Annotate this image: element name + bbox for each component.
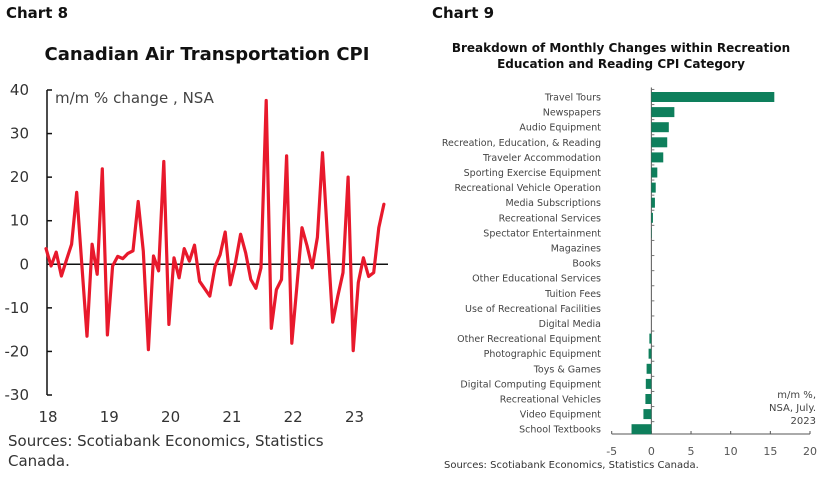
y-tick-label: 40 — [10, 81, 29, 99]
category-label: Newspapers — [543, 108, 601, 119]
y-tick-label: -30 — [5, 386, 30, 404]
bar — [651, 152, 664, 163]
chart8-label: Chart 8 — [6, 4, 69, 22]
bar — [645, 378, 652, 389]
category-label: Recreation, Education, & Reading — [442, 138, 601, 149]
y-tick-label: 0 — [19, 255, 29, 273]
bar — [643, 409, 652, 420]
bar — [648, 348, 652, 359]
y-tick-label: -10 — [5, 299, 30, 317]
y-tick-label: -20 — [5, 342, 30, 360]
category-label: Use of Recreational Facilities — [465, 304, 601, 315]
category-label: Recreational Vehicle Operation — [454, 183, 601, 194]
category-label: Digital Media — [539, 319, 601, 330]
y-tick-label: 20 — [10, 168, 29, 186]
series-line — [44, 98, 386, 353]
category-label: Spectator Entertainment — [483, 228, 601, 239]
category-label: Other Educational Services — [472, 274, 601, 285]
bar — [651, 182, 656, 193]
x-tick-label: 20 — [803, 445, 817, 458]
chart9-source: Sources: Scotiabank Economics, Statistic… — [444, 460, 699, 471]
annotation-line: m/m %, — [777, 390, 816, 401]
category-label: Tuition Fees — [544, 289, 601, 300]
bar — [651, 137, 668, 148]
chart9-label: Chart 9 — [432, 4, 495, 22]
bar — [631, 424, 652, 435]
x-tick-label: 22 — [284, 408, 303, 426]
bar — [649, 333, 652, 344]
category-label: Video Equipment — [520, 410, 601, 421]
x-tick-label: 18 — [38, 408, 57, 426]
category-label: Recreational Services — [499, 213, 601, 224]
category-label: Travel Tours — [544, 93, 601, 104]
category-label: Traveler Accommodation — [482, 153, 601, 164]
category-label: Audio Equipment — [519, 123, 601, 134]
category-label: Books — [572, 259, 601, 270]
x-tick-label: 5 — [688, 445, 695, 458]
bar — [645, 394, 652, 404]
chart8-ylabel: m/m % change , NSA — [55, 89, 214, 107]
annotation-line: 2023 — [790, 416, 816, 427]
chart9-annotation: m/m %, NSA, July. 2023 — [736, 389, 816, 428]
category-label: Media Subscriptions — [505, 198, 601, 209]
bar — [651, 167, 658, 178]
bar — [651, 107, 675, 118]
x-tick-label: 20 — [161, 408, 180, 426]
y-tick-label: 30 — [10, 125, 29, 143]
category-label: Other Recreational Equipment — [457, 334, 601, 345]
chart9-title-line2: Education and Reading CPI Category — [497, 57, 745, 71]
category-label: Recreational Vehicles — [500, 395, 601, 406]
bar — [646, 363, 652, 374]
bar — [651, 197, 655, 208]
category-label: Sporting Exercise Equipment — [464, 168, 602, 179]
x-tick-label: 23 — [345, 408, 364, 426]
bar — [651, 92, 775, 102]
chart8-plot: 40 30 20 10 0 -10 -20 -30 18 19 20 21 22 23 — [5, 81, 388, 426]
chart8-title: Canadian Air Transportation CPI — [44, 44, 370, 65]
category-label: Magazines — [551, 244, 601, 255]
bar — [651, 122, 669, 133]
x-tick-label: 10 — [724, 445, 738, 458]
x-tick-label: -5 — [606, 445, 617, 458]
x-tick-label: 21 — [222, 408, 241, 426]
y-tick-label: 10 — [10, 212, 29, 230]
x-tick-label: 19 — [100, 408, 119, 426]
x-tick-label: 15 — [763, 445, 777, 458]
chart9-title: Breakdown of Monthly Changes within Recr… — [414, 40, 828, 72]
category-label: Photographic Equipment — [484, 349, 602, 360]
chart9-title-line1: Breakdown of Monthly Changes within Recr… — [451, 41, 791, 55]
category-label: School Textbooks — [519, 425, 601, 436]
chart8-source: Sources: Scotiabank Economics, Statistic… — [8, 432, 324, 470]
category-label: Digital Computing Equipment — [460, 379, 601, 390]
x-tick-label: 0 — [648, 445, 655, 458]
bar — [651, 212, 653, 223]
annotation-line: NSA, July. — [769, 403, 816, 414]
category-label: Toys & Games — [533, 364, 601, 375]
